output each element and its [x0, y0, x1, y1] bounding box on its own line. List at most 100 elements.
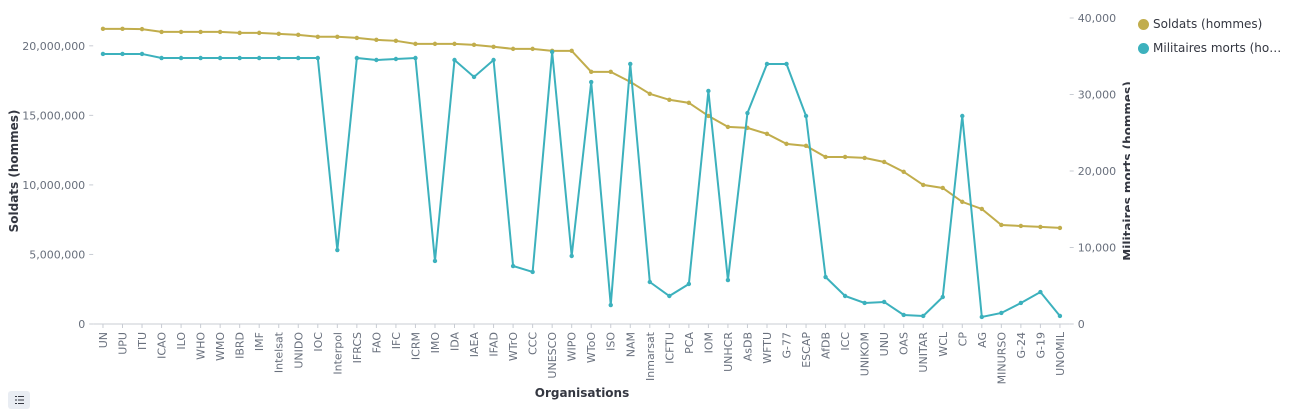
point	[1057, 313, 1063, 319]
x-tick-label: OAS	[898, 332, 911, 355]
point	[198, 55, 203, 61]
point	[862, 300, 867, 306]
point	[471, 74, 477, 80]
x-tick-label: IFRCS	[351, 332, 364, 363]
x-tick-label: ISO	[605, 332, 618, 351]
y-tick-label: 0	[78, 318, 85, 331]
point	[393, 56, 399, 62]
y2-tick-label: 10,000	[1078, 242, 1117, 255]
point	[315, 34, 320, 39]
x-tick-label: UPU	[116, 332, 129, 355]
point	[667, 97, 672, 102]
x-tick-label: Inmarsat	[644, 331, 657, 381]
point	[237, 55, 242, 61]
x-axis-title: Organisations	[535, 386, 629, 400]
x-tick-label: UN	[97, 332, 110, 348]
point	[1018, 223, 1024, 229]
x-tick-label: WToO	[585, 332, 598, 363]
point	[901, 169, 906, 175]
point	[725, 277, 731, 283]
point	[315, 55, 320, 61]
point	[530, 46, 535, 52]
point	[491, 57, 496, 63]
point	[628, 61, 633, 67]
x-tick-label: PCA	[683, 332, 696, 354]
x-tick-label: CP	[956, 332, 969, 347]
y-tick-label: 15,000,000	[22, 109, 85, 122]
point	[940, 185, 945, 191]
y2-tick-label: 20,000	[1078, 165, 1117, 178]
point	[960, 113, 965, 119]
point	[569, 48, 574, 54]
x-tick-label: NAM	[624, 332, 637, 357]
point	[178, 29, 184, 35]
point	[706, 88, 711, 94]
x-tick-label: ICAO	[156, 332, 169, 359]
point	[335, 247, 340, 253]
point	[589, 69, 594, 75]
point	[725, 124, 731, 130]
point	[217, 29, 223, 35]
x-tick-label: ESCAP	[800, 332, 813, 368]
point	[120, 51, 125, 57]
point	[979, 314, 985, 320]
point	[999, 222, 1004, 228]
legend-item[interactable]: Militaires morts (hommes)	[1138, 36, 1288, 60]
point	[842, 293, 848, 299]
point	[881, 299, 887, 305]
series-line	[102, 27, 1060, 229]
x-tick-label: AfDB	[820, 332, 833, 359]
x-tick-label: UNOMIL	[1054, 331, 1067, 376]
x-tick-label: UNU	[878, 332, 891, 356]
x-tick-label: IMF	[253, 332, 266, 351]
point	[706, 113, 711, 119]
point	[139, 51, 145, 57]
point	[413, 41, 418, 47]
x-tick-label: G-19	[1034, 332, 1047, 359]
point	[335, 34, 340, 39]
x-tick-label: WIPO	[566, 332, 579, 362]
point	[803, 113, 809, 119]
point	[647, 279, 653, 285]
point	[432, 258, 438, 264]
legend-toggle[interactable]	[8, 391, 30, 409]
point	[139, 26, 145, 32]
x-tick-label: UNIKOM	[859, 332, 872, 376]
x-tick-label: CCC	[527, 332, 540, 355]
point	[784, 141, 789, 147]
point	[530, 269, 535, 275]
y-axis-title: Soldats (hommes)	[7, 110, 21, 233]
x-tick-label: IFAD	[488, 332, 501, 357]
point	[881, 159, 887, 165]
point	[510, 263, 516, 269]
point	[764, 131, 770, 137]
point	[1057, 225, 1063, 231]
x-tick-label: AG	[976, 332, 989, 348]
legend: Soldats (hommes) Militaires morts (hommes…	[1138, 12, 1288, 60]
point	[452, 41, 457, 47]
point	[745, 110, 750, 116]
point	[296, 55, 301, 61]
x-tick-label: WTrO	[507, 332, 520, 362]
point	[491, 44, 496, 49]
series-line	[102, 51, 1061, 319]
list-icon	[15, 396, 24, 404]
x-tick-label: UNESCO	[546, 332, 559, 379]
point	[549, 49, 555, 55]
x-tick-label: IMO	[429, 332, 442, 354]
point	[940, 294, 945, 300]
legend-swatch	[1138, 42, 1149, 54]
y2-axis-title: Militaires morts (hommes)	[1121, 81, 1130, 260]
x-tick-label: WMO	[214, 332, 227, 361]
point	[647, 91, 653, 97]
x-tick-label: IOM	[702, 332, 715, 353]
point	[413, 55, 418, 61]
point	[276, 55, 281, 61]
x-tick-label: AsDB	[741, 332, 754, 361]
legend-item[interactable]: Soldats (hommes)	[1138, 12, 1288, 36]
point	[257, 55, 262, 61]
point	[159, 29, 164, 35]
point	[217, 55, 223, 61]
point	[686, 281, 692, 287]
